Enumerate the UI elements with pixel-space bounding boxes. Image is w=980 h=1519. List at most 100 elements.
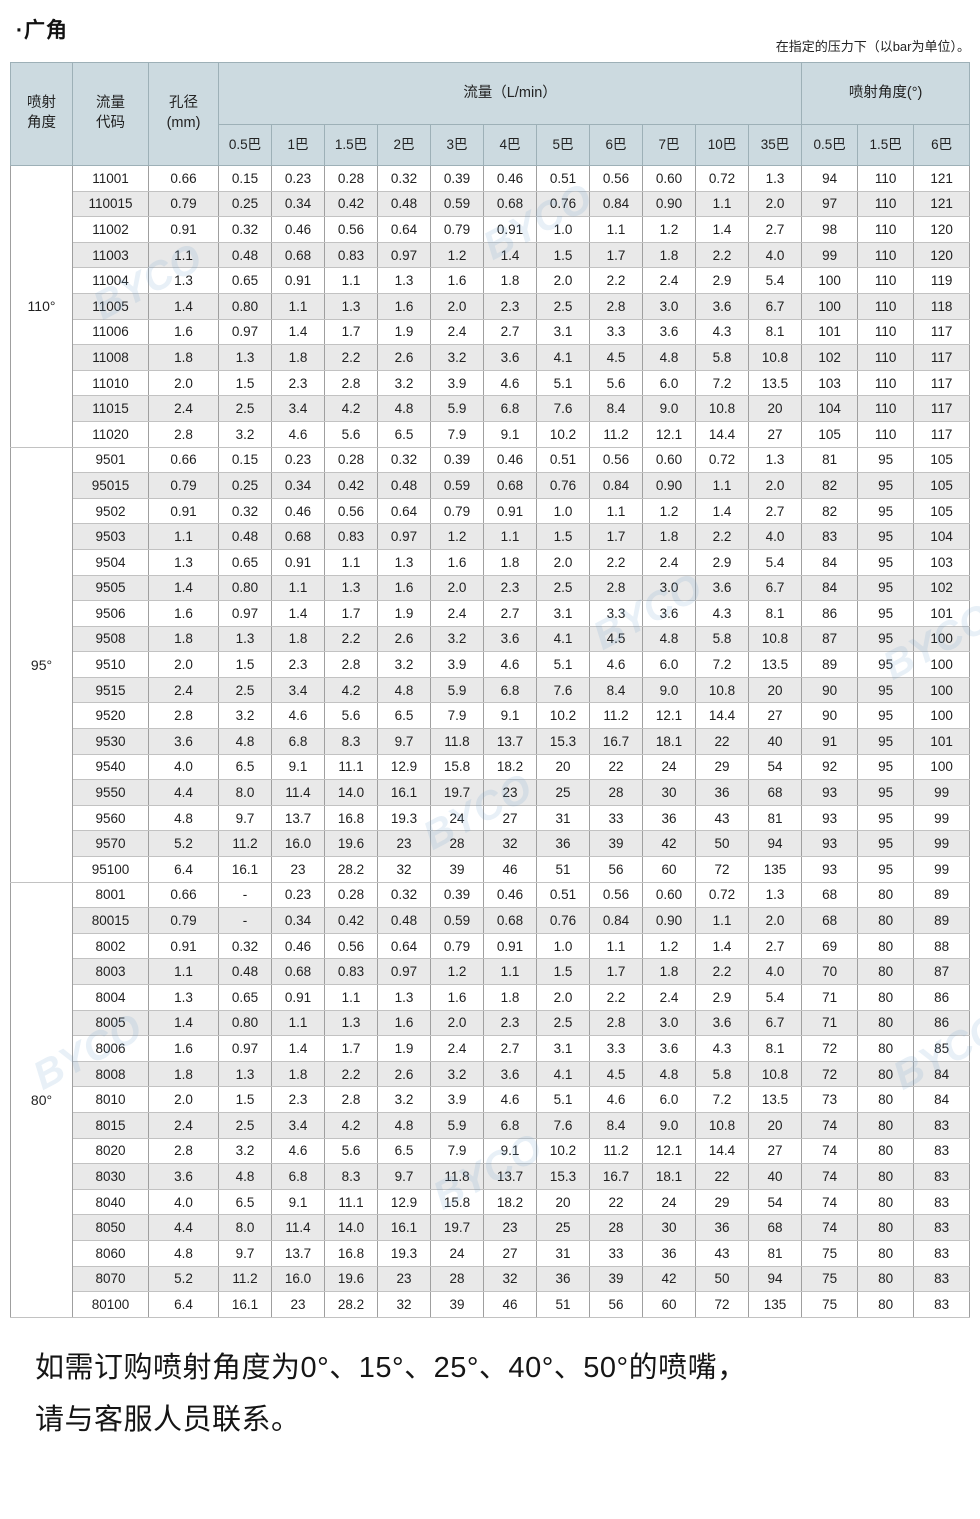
flow-value-cell: 3.2 xyxy=(430,625,484,653)
angle-pressure-col-header: 0.5巴 xyxy=(801,124,859,166)
orifice-cell: 0.79 xyxy=(148,472,219,499)
flow-value-cell: 1.1 xyxy=(271,574,325,602)
orifice-cell: 1.4 xyxy=(148,1009,219,1037)
flow-value-cell: 6.5 xyxy=(377,1137,431,1165)
flow-value-cell: 54 xyxy=(747,1188,803,1216)
flow-value-cell: 1.5 xyxy=(218,369,272,397)
flow-value-cell: 1.1 xyxy=(271,292,325,320)
flow-value-cell: 3.0 xyxy=(642,1009,696,1037)
flow-value-cell: 5.1 xyxy=(536,651,590,678)
flow-value-cell: 33 xyxy=(589,804,643,832)
flow-value-cell: 0.83 xyxy=(324,958,378,985)
flow-value-cell: 43 xyxy=(695,1239,749,1267)
flow-value-cell: 36 xyxy=(695,1214,749,1241)
angle-value-cell: 80 xyxy=(857,1086,915,1113)
flow-value-cell: 2.2 xyxy=(324,1060,378,1088)
flow-value-cell: 0.59 xyxy=(430,190,484,218)
table-row: 8050 4.4 8.0 11.4 14.0 16.1 19.7 23 25 28 30 36 68 74… xyxy=(11,1214,971,1241)
flow-value-cell: 3.4 xyxy=(271,676,325,704)
flow-value-cell: 27 xyxy=(747,702,803,730)
angle-value-cell: 84 xyxy=(913,1060,971,1088)
flow-value-cell: 10.8 xyxy=(747,625,803,653)
flow-value-cell: 20 xyxy=(747,676,803,704)
flow-value-cell: 16.7 xyxy=(589,728,643,755)
angle-value-cell: 89 xyxy=(913,907,971,934)
pressure-col-header: 4巴 xyxy=(483,124,537,166)
flow-value-cell: 2.4 xyxy=(642,548,696,576)
flow-value-cell: 4.3 xyxy=(695,600,749,627)
flow-value-cell: 42 xyxy=(642,830,696,858)
orifice-cell: 1.3 xyxy=(148,267,219,294)
angle-value-cell: 89 xyxy=(913,881,971,909)
flow-value-cell: 31 xyxy=(536,804,590,832)
flow-value-cell: 0.91 xyxy=(271,267,325,294)
flow-value-cell: 0.80 xyxy=(218,292,272,320)
flow-value-cell: 4.8 xyxy=(377,395,431,422)
flow-value-cell: 4.2 xyxy=(324,676,378,704)
angle-value-cell: 95 xyxy=(857,625,915,653)
angle-value-cell: 95 xyxy=(857,856,915,883)
flow-value-cell: 1.1 xyxy=(483,523,537,550)
angle-value-cell: 110 xyxy=(857,190,915,218)
flow-code-cell: 8015 xyxy=(72,1111,149,1139)
flow-value-cell: 2.8 xyxy=(324,651,378,678)
flow-value-cell: 0.83 xyxy=(324,523,378,550)
flow-value-cell: 2.7 xyxy=(483,318,537,346)
angle-value-cell: 84 xyxy=(801,548,859,576)
flow-value-cell: 11.2 xyxy=(218,1265,272,1293)
angle-value-cell: 117 xyxy=(913,369,971,397)
flow-value-cell: 0.65 xyxy=(218,548,272,576)
angle-value-cell: 95 xyxy=(857,600,915,627)
angle-value-cell: 104 xyxy=(913,523,971,550)
flow-code-cell: 8010 xyxy=(72,1086,149,1113)
flow-value-cell: 50 xyxy=(695,1265,749,1293)
angle-value-cell: 80 xyxy=(857,932,915,960)
flow-value-cell: 0.25 xyxy=(218,472,272,499)
angle-value-cell: 99 xyxy=(913,856,971,883)
flow-value-cell: 6.7 xyxy=(747,292,803,320)
flow-value-cell: 0.32 xyxy=(377,165,431,192)
flow-value-cell: 1.3 xyxy=(377,267,431,294)
angle-value-cell: 82 xyxy=(801,497,859,525)
flow-value-cell: 2.3 xyxy=(271,651,325,678)
pressure-col-header: 35巴 xyxy=(747,124,803,166)
spray-angle-cell: 110° xyxy=(10,165,73,448)
table-row: 9502 0.91 0.32 0.46 0.56 0.64 0.79 0.91 1.0 1.1 1.… xyxy=(11,497,971,525)
flow-value-cell: 12.9 xyxy=(377,753,431,781)
angle-value-cell: 100 xyxy=(913,702,971,730)
flow-value-cell: 32 xyxy=(377,1291,431,1318)
table-row: 11003 1.1 0.48 0.68 0.83 0.97 1.2 1.4 1.5 1.7 1.8 2… xyxy=(11,241,971,269)
flow-value-cell: 3.9 xyxy=(430,369,484,397)
angle-value-cell: 100 xyxy=(801,267,859,294)
flow-value-cell: 7.9 xyxy=(430,702,484,730)
flow-value-cell: 32 xyxy=(483,830,537,858)
flow-value-cell: 1.4 xyxy=(483,241,537,269)
flow-value-cell: 3.1 xyxy=(536,1035,590,1062)
flow-value-cell: 1.1 xyxy=(324,548,378,576)
flow-value-cell: 0.46 xyxy=(483,165,537,192)
flow-value-cell: 8.4 xyxy=(589,395,643,422)
flow-value-cell: 7.6 xyxy=(536,676,590,704)
table-row: 8010 2.0 1.5 2.3 2.8 3.2 3.9 4.6 5.1 4.6 6.0 7.2 13.… xyxy=(11,1086,971,1113)
angle-value-cell: 110 xyxy=(857,420,915,448)
flow-value-cell: 0.56 xyxy=(324,216,378,243)
angle-value-cell: 101 xyxy=(801,318,859,346)
flow-code-cell: 8040 xyxy=(72,1188,149,1216)
flow-value-cell: 5.8 xyxy=(695,344,749,371)
orifice-cell: 2.0 xyxy=(148,1086,219,1113)
flow-value-cell: 13.5 xyxy=(747,651,803,678)
flow-value-cell: 1.4 xyxy=(695,216,749,243)
flow-value-cell: 11.4 xyxy=(271,779,325,806)
flow-value-cell: 16.1 xyxy=(218,1291,272,1318)
flow-value-cell: 24 xyxy=(430,804,484,832)
table-row: 8004 1.3 0.65 0.91 1.1 1.3 1.6 1.8 2.0 2.2 2.4 2.9 5… xyxy=(11,984,971,1011)
flow-value-cell: 29 xyxy=(695,1188,749,1216)
flow-value-cell: 68 xyxy=(747,779,803,806)
pressure-col-header: 6巴 xyxy=(589,124,643,166)
angle-value-cell: 74 xyxy=(801,1188,859,1216)
angle-value-cell: 103 xyxy=(801,369,859,397)
flow-value-cell: 2.0 xyxy=(430,1009,484,1037)
angle-value-cell: 80 xyxy=(857,1265,915,1293)
angle-value-cell: 105 xyxy=(913,497,971,525)
flow-value-cell: 6.8 xyxy=(483,1111,537,1139)
